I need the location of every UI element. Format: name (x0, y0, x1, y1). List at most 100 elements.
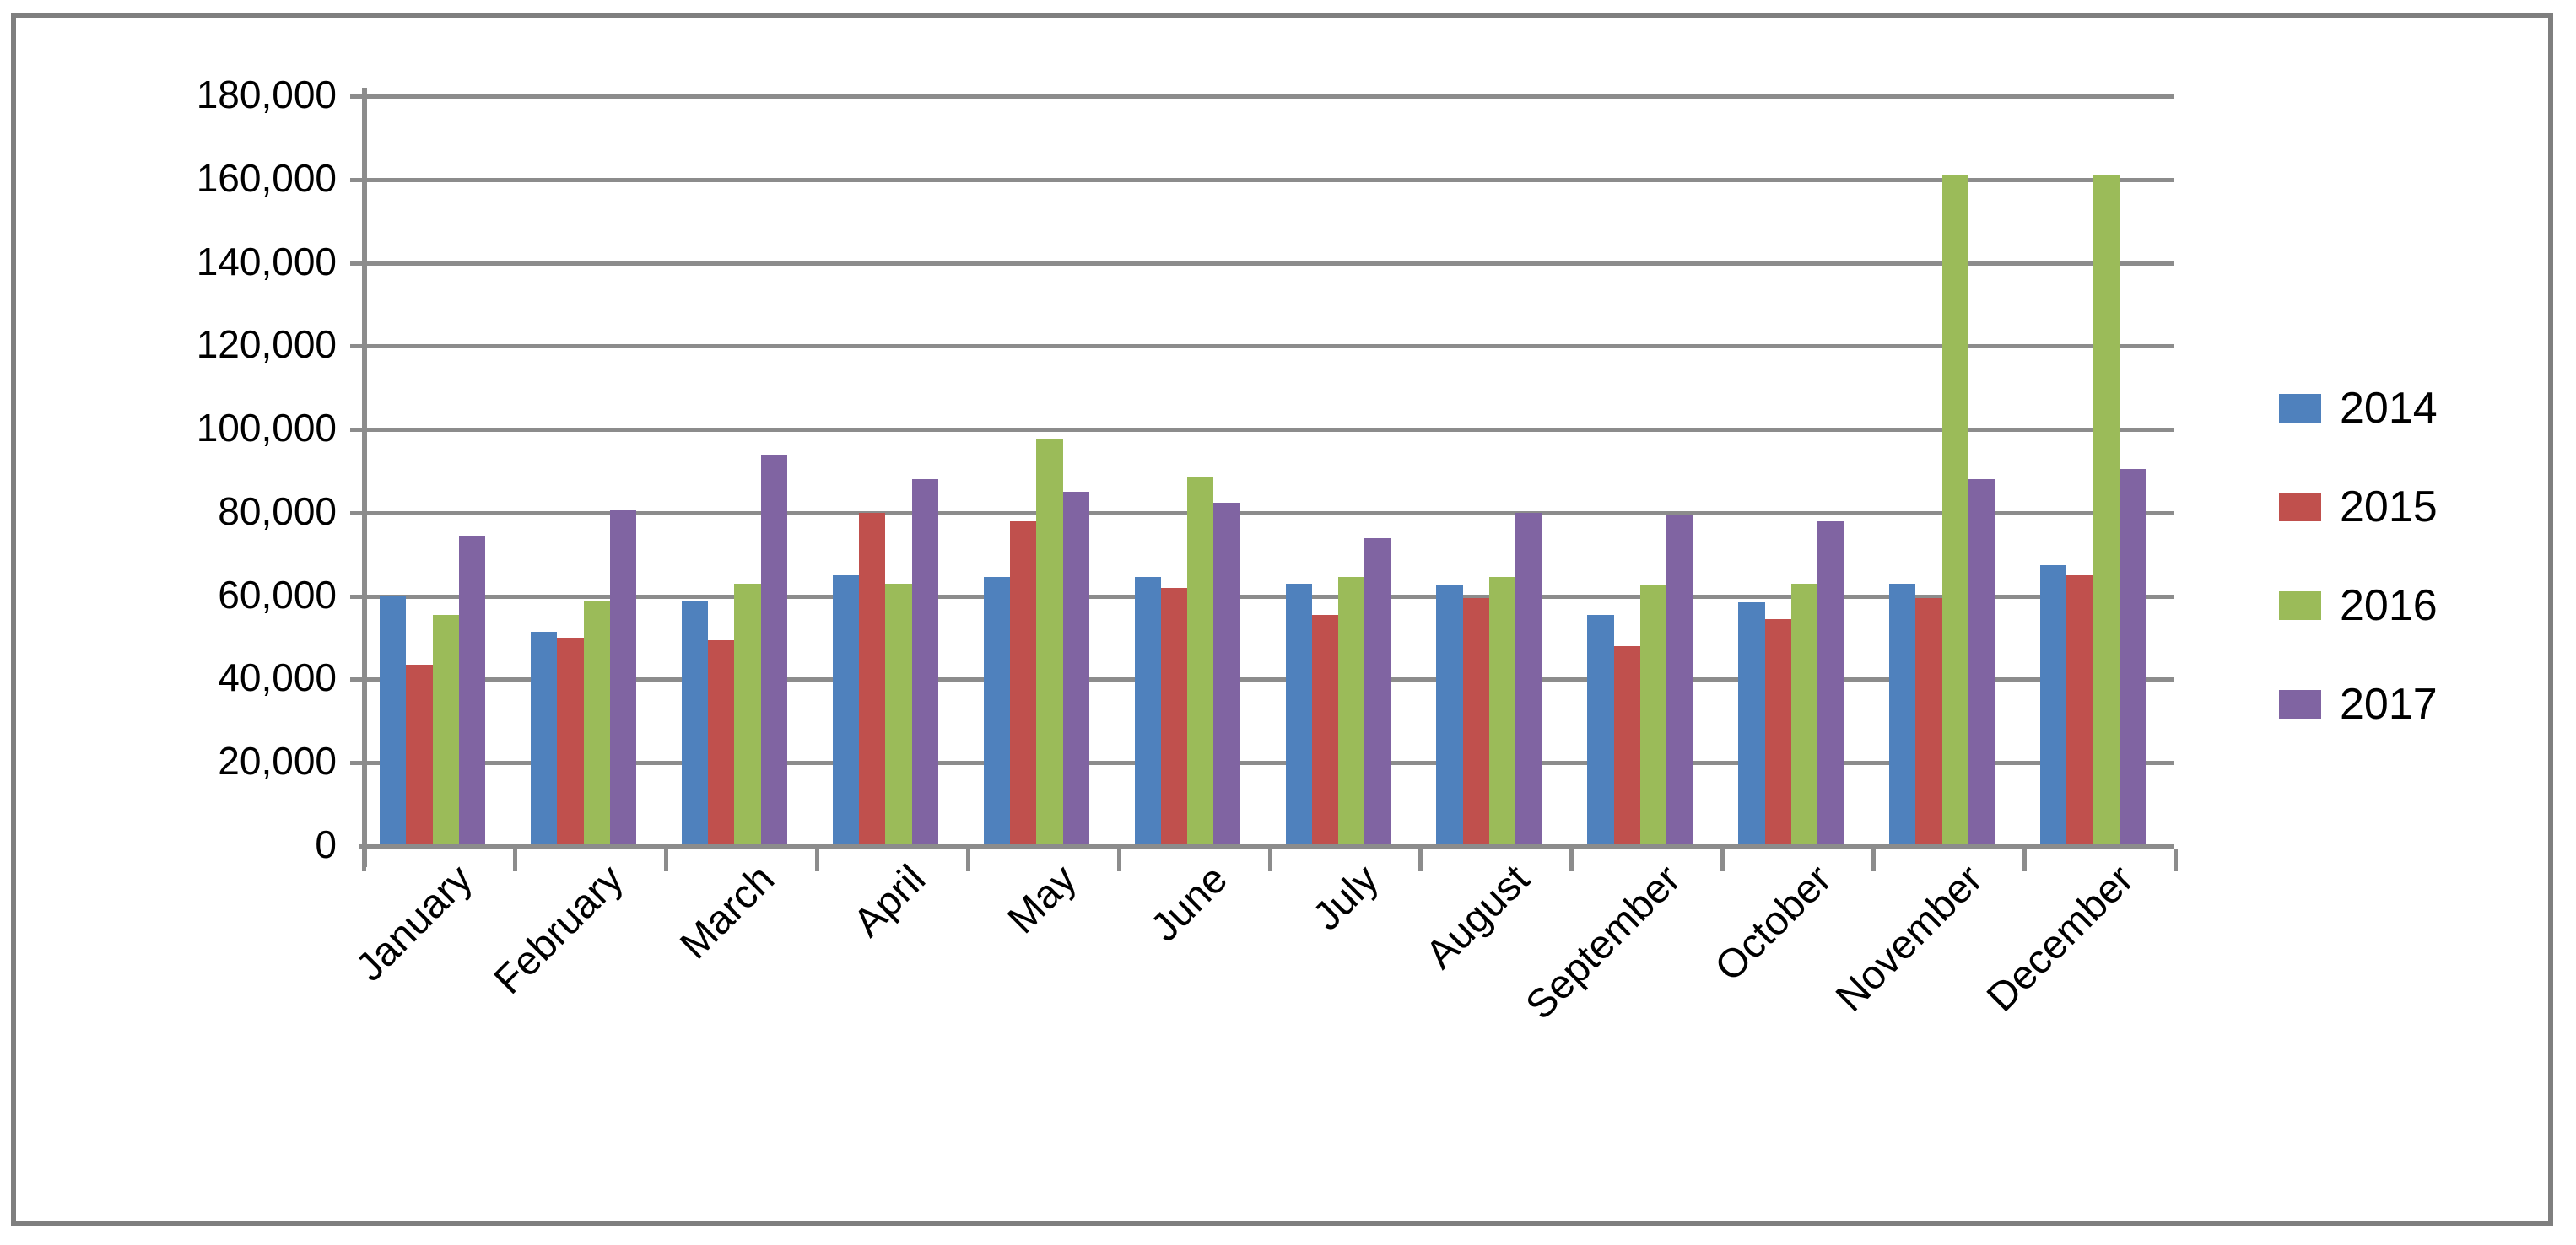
y-tick-label: 20,000 (218, 739, 337, 784)
x-tick-label: August (1417, 856, 1538, 978)
x-axis-tick (2174, 849, 2178, 871)
x-axis-tick (1116, 849, 1121, 871)
x-axis-tick (1720, 849, 1725, 871)
bar-2017-january (458, 536, 486, 846)
x-axis-tick (965, 849, 970, 871)
gridline (362, 177, 2174, 182)
bar-2017-april (911, 479, 938, 846)
bar-2015-may (1009, 520, 1037, 846)
bar-2017-october (1817, 520, 1844, 846)
bar-2017-may (1062, 492, 1089, 846)
bar-2015-march (708, 639, 735, 846)
x-tick-label: January (348, 856, 482, 990)
bar-2016-june (1187, 477, 1214, 846)
x-axis-tick (1569, 849, 1574, 871)
bar-2017-july (1364, 537, 1391, 846)
x-axis-tick (1418, 849, 1423, 871)
y-tick-label: 100,000 (196, 406, 337, 450)
y-tick-label: 80,000 (218, 488, 337, 533)
y-axis-tick (350, 428, 362, 433)
x-tick-label: October (1706, 856, 1840, 990)
gridline (362, 677, 2174, 682)
bar-2014-may (983, 577, 1010, 846)
y-tick-label: 120,000 (196, 322, 337, 367)
x-tick-label: November (1827, 856, 1991, 1021)
gridline (362, 761, 2174, 766)
y-tick-label: 140,000 (196, 239, 337, 283)
bar-2014-june (1134, 577, 1161, 846)
x-tick-label: May (999, 856, 1086, 943)
bar-2016-april (885, 583, 912, 846)
x-axis-tick (1871, 849, 1877, 871)
x-axis-tick (362, 849, 366, 871)
y-axis-tick (350, 344, 362, 349)
bar-2017-march (760, 454, 788, 846)
y-tick-label: 0 (315, 822, 337, 866)
legend-label: 2017 (2340, 680, 2438, 729)
bar-2014-march (681, 600, 709, 846)
bar-2017-june (1213, 502, 1240, 846)
gridline (362, 594, 2174, 599)
y-axis-tick (350, 261, 362, 266)
bar-2016-february (583, 600, 610, 846)
gridline (362, 428, 2174, 433)
gridline (362, 510, 2174, 515)
bar-2014-april (832, 574, 860, 846)
bar-2014-february (530, 631, 558, 846)
bar-2016-november (1941, 175, 1969, 846)
bar-2014-january (380, 596, 407, 846)
legend-item-2016: 2016 (2279, 584, 2438, 628)
y-axis-tick (350, 761, 362, 766)
legend-swatch-2017 (2279, 690, 2321, 719)
bar-2015-september (1613, 645, 1640, 846)
x-tick-label: July (1304, 856, 1388, 940)
bar-2014-october (1738, 602, 1765, 846)
x-tick-label: June (1142, 856, 1237, 951)
bar-2017-november (1968, 479, 1995, 846)
bar-2016-october (1790, 583, 1818, 846)
bar-2015-february (557, 638, 584, 846)
bar-2017-august (1515, 512, 1542, 846)
legend-label: 2014 (2340, 384, 2438, 433)
y-tick-label: 60,000 (218, 572, 337, 617)
legend-item-2015: 2015 (2279, 485, 2438, 529)
y-tick-label: 180,000 (196, 73, 337, 116)
legend-swatch-2015 (2279, 493, 2321, 521)
bar-2016-december (2093, 175, 2120, 846)
x-tick-label: September (1517, 856, 1689, 1029)
bar-2016-july (1338, 577, 1365, 846)
y-axis-tick (350, 677, 362, 682)
y-axis-tick (350, 94, 362, 99)
legend-swatch-2016 (2279, 591, 2321, 620)
x-axis-tick (814, 849, 819, 871)
bar-2014-november (1889, 583, 1916, 846)
legend-label: 2015 (2340, 482, 2438, 531)
x-axis-line (359, 844, 2174, 849)
x-axis-tick (512, 849, 517, 871)
y-axis-tick (350, 594, 362, 599)
gridline (362, 94, 2174, 99)
y-axis-tick (350, 177, 362, 182)
bar-2016-january (432, 614, 459, 846)
legend-item-2014: 2014 (2279, 386, 2438, 430)
x-axis-tick (663, 849, 668, 871)
x-tick-label: February (486, 856, 633, 1003)
legend-label: 2016 (2340, 581, 2438, 630)
y-tick-label: 40,000 (218, 655, 337, 700)
x-tick-label: April (845, 856, 935, 946)
x-axis-tick (1267, 849, 1272, 871)
bar-2017-february (609, 510, 637, 846)
bar-2016-august (1489, 577, 1516, 846)
bar-2015-november (1915, 598, 1942, 846)
x-tick-label: December (1978, 856, 2142, 1021)
chart-border: 0 20,000 40,000 60,000 80,000 100,000 120,000 1… (11, 13, 2553, 1226)
bar-2015-june (1160, 587, 1188, 846)
bar-2016-may (1036, 439, 1063, 846)
gridline (362, 344, 2174, 349)
bar-2015-january (406, 665, 433, 846)
bar-2015-december (2066, 574, 2093, 846)
legend-item-2017: 2017 (2279, 682, 2438, 726)
bar-2014-september (1587, 614, 1614, 846)
y-axis-line (362, 88, 367, 867)
